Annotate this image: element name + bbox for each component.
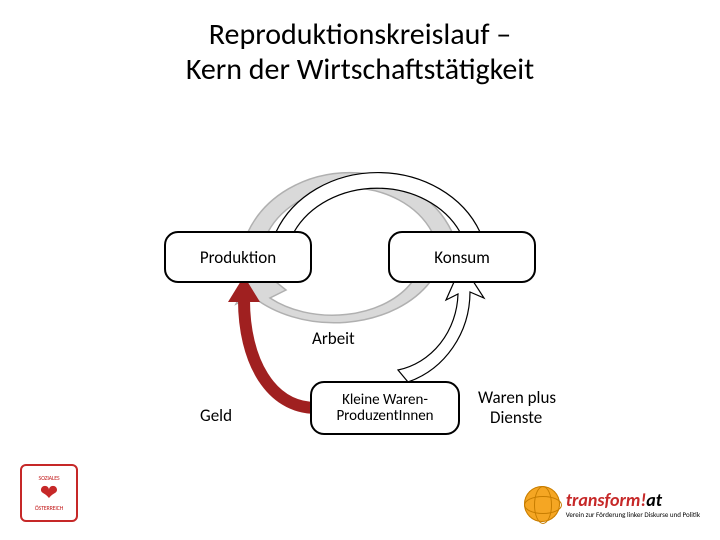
label-geld-text: Geld xyxy=(200,405,232,426)
label-arbeit: Arbeit xyxy=(312,328,355,349)
diagram-arrows xyxy=(0,0,720,540)
heart-icon: ❤ xyxy=(40,482,58,504)
logo-transform-at: transform!at Verein zur Förderung linker… xyxy=(524,486,700,522)
logo-right-subtitle: Verein zur Förderung linker Diskurse und… xyxy=(566,511,700,518)
node-kwp-label: Kleine Waren-ProduzentInnen xyxy=(336,392,433,425)
brand-suffix: at xyxy=(646,489,662,511)
node-konsum-label: Konsum xyxy=(434,247,490,268)
logo-soziales-oesterreich: SOZIALES ❤ ÖSTERREICH xyxy=(20,464,78,522)
label-geld: Geld xyxy=(200,405,232,426)
globe-icon xyxy=(524,486,560,522)
node-kwp: Kleine Waren-ProduzentInnen xyxy=(310,381,460,435)
node-produktion-label: Produktion xyxy=(200,247,276,268)
label-waren-l1-text: Waren plus xyxy=(478,387,556,408)
logo-right-text: transform!at Verein zur Förderung linker… xyxy=(566,491,700,518)
logo-left-caption-bottom: ÖSTERREICH xyxy=(35,504,63,512)
label-arbeit-text: Arbeit xyxy=(312,328,355,349)
node-konsum: Konsum xyxy=(388,231,536,283)
label-waren-l1: Waren plus xyxy=(478,387,556,408)
slide-stage: Reproduktionskreislauf – Kern der Wirtsc… xyxy=(0,0,720,540)
label-waren-l2-text: Dienste xyxy=(490,407,542,428)
brand-main: transform! xyxy=(566,489,646,511)
node-produktion: Produktion xyxy=(164,231,312,283)
label-waren-l2: Dienste xyxy=(490,407,542,428)
logo-right-brand: transform!at xyxy=(566,491,700,509)
